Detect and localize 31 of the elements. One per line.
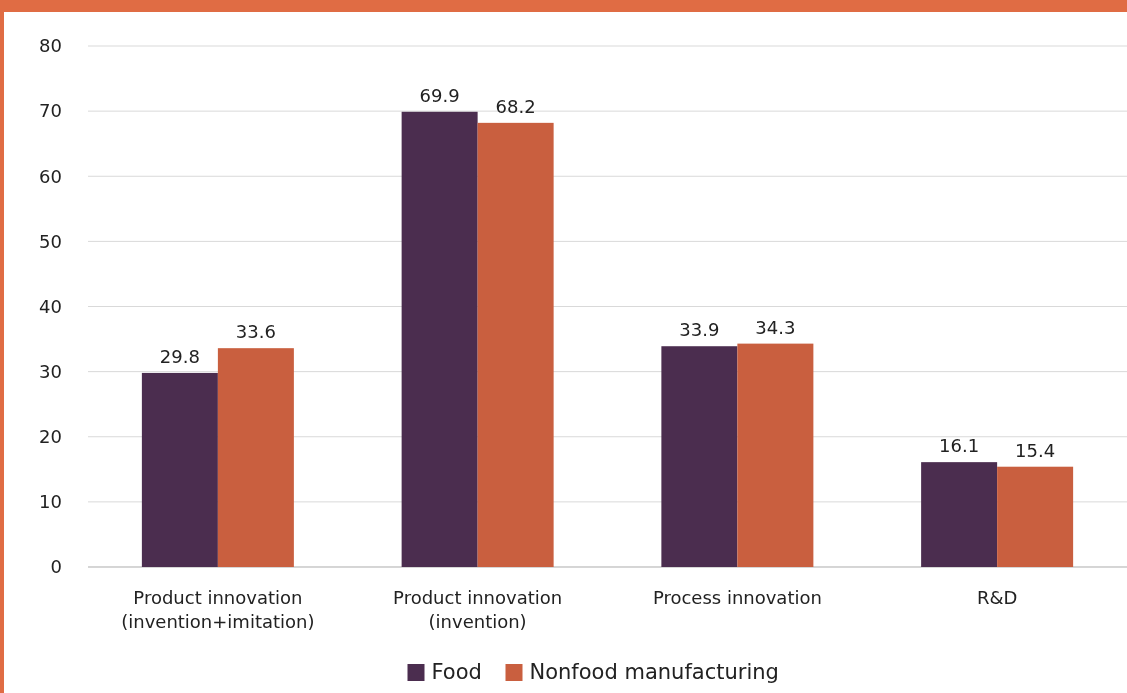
y-tick-label: 30 bbox=[39, 360, 62, 382]
bar bbox=[661, 346, 738, 567]
x-tick-label: Process innovation bbox=[652, 587, 822, 608]
y-tick-label: 50 bbox=[39, 230, 62, 252]
y-tick-label: 10 bbox=[39, 491, 62, 513]
data-label: 33.6 bbox=[235, 321, 276, 343]
y-tick-label: 70 bbox=[39, 100, 62, 122]
bar bbox=[401, 111, 478, 567]
x-tick-label: Product innovation (invention) bbox=[393, 587, 563, 632]
x-tick-label: Product innovation (invention+imitation) bbox=[121, 587, 315, 632]
bar bbox=[141, 372, 218, 567]
y-tick-label: 0 bbox=[50, 556, 62, 578]
data-label: 33.9 bbox=[679, 319, 720, 341]
bar bbox=[217, 348, 294, 567]
legend-label: Nonfood manufacturing bbox=[529, 660, 779, 685]
data-label: 68.2 bbox=[495, 95, 536, 117]
bar bbox=[477, 122, 554, 567]
data-label: 34.3 bbox=[755, 316, 796, 338]
legend-label: Food bbox=[431, 660, 482, 685]
y-tick-label: 80 bbox=[39, 35, 62, 57]
data-label: 29.8 bbox=[159, 345, 200, 367]
data-label: 69.9 bbox=[419, 84, 460, 106]
y-tick-label: 20 bbox=[39, 426, 62, 448]
bar bbox=[997, 466, 1074, 567]
y-tick-label: 60 bbox=[39, 165, 62, 187]
bar bbox=[737, 343, 814, 567]
data-label: 16.1 bbox=[939, 435, 980, 457]
bar bbox=[921, 462, 998, 567]
x-tick-label: R&D bbox=[976, 587, 1018, 608]
data-label: 15.4 bbox=[1015, 439, 1056, 461]
y-tick-label: 40 bbox=[39, 295, 62, 317]
